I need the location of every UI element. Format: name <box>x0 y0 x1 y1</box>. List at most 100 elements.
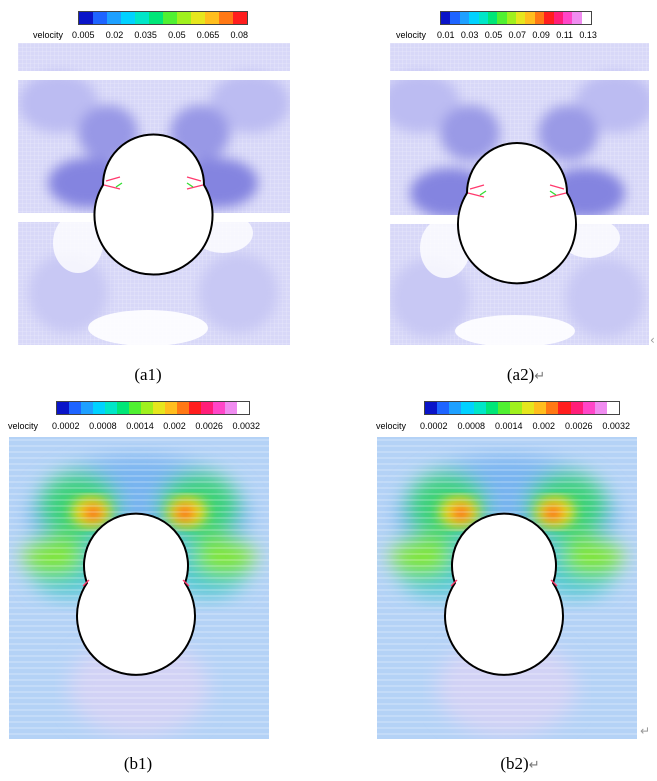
return-mark-b2: ↵ <box>528 758 540 773</box>
colorbar-swatch <box>437 402 450 414</box>
colorbar-b2-label: velocity <box>376 421 407 431</box>
colorbar-swatch <box>69 402 81 414</box>
colorbar-tick-label: 0.13 <box>579 30 597 40</box>
colorbar-swatch <box>449 402 462 414</box>
colorbar-swatch <box>522 402 535 414</box>
colorbar-swatch <box>516 12 526 24</box>
colorbar-swatch <box>219 12 233 24</box>
velocity-plot-a1 <box>18 43 290 345</box>
colorbar-a1-ticks: 0.005 0.02 0.035 0.05 0.065 0.08 <box>72 30 248 40</box>
colorbar-swatch <box>506 12 516 24</box>
colorbar-swatch <box>205 12 219 24</box>
bubble-outline-a1 <box>93 133 214 276</box>
colorbar-tick-label: 0.002 <box>163 421 186 431</box>
bubble-outline-b1 <box>76 512 196 676</box>
colorbar-swatch <box>572 12 582 24</box>
colorbar-tick-label: 0.0014 <box>494 421 523 431</box>
colorbar-swatch <box>105 402 117 414</box>
colorbar-swatch <box>478 12 488 24</box>
colorbar-swatch <box>225 402 237 414</box>
colorbar-tick-label: 0.09 <box>532 30 550 40</box>
colorbar-tick-label: 0.065 <box>196 30 220 40</box>
colorbar-b2-swatches <box>424 401 620 415</box>
colorbar-tick-label: 0.002 <box>532 421 555 431</box>
colorbar-swatch <box>562 12 573 24</box>
caption-a2-text: (a2) <box>506 365 535 384</box>
colorbar-tick-label: 0.03 <box>460 30 479 40</box>
colorbar-tick-label: 0.0002 <box>420 421 448 431</box>
colorbar-swatch <box>93 402 105 414</box>
colorbar-swatch <box>153 402 165 414</box>
vortex-markers-b2 <box>450 579 558 587</box>
velocity-plot-a2 <box>390 43 649 345</box>
colorbar-swatch <box>497 12 507 24</box>
colorbar-tick-label: 0.0002 <box>52 421 80 431</box>
colorbar-swatch <box>534 402 547 414</box>
colorbar-swatch <box>441 12 451 24</box>
colorbar-swatch <box>79 12 93 24</box>
colorbar-swatch <box>546 402 559 414</box>
colorbar-a2-swatches <box>440 11 592 25</box>
colorbar-swatch <box>558 402 571 414</box>
colorbar-swatch <box>534 12 545 24</box>
colorbar-a2-ticks: 0.01 0.03 0.05 0.07 0.09 0.11 0.13 <box>437 30 597 40</box>
colorbar-tick-label: 0.08 <box>230 30 248 40</box>
colorbar-swatch <box>594 402 607 414</box>
bubble-outline-a2 <box>457 142 577 285</box>
stray-mark-right-b: ↵ <box>640 724 651 738</box>
colorbar-tick-label: 0.01 <box>437 30 455 40</box>
caption-a2: (a2)↵ <box>496 365 556 385</box>
colorbar-b2-ticks: 0.0002 0.0008 0.0014 0.002 0.0026 0.0032 <box>420 421 630 431</box>
colorbar-tick-label: 0.02 <box>105 30 124 40</box>
colorbar-swatch <box>461 402 474 414</box>
colorbar-tick-label: 0.0014 <box>126 421 154 431</box>
colorbar-b1-swatches <box>56 401 250 415</box>
colorbar-swatch <box>544 12 554 24</box>
colorbar-swatch <box>121 12 135 24</box>
colorbar-swatch <box>93 12 107 24</box>
colorbar-swatch <box>570 402 583 414</box>
colorbar-swatch <box>237 402 249 414</box>
colorbar-swatch <box>485 402 498 414</box>
colorbar-swatch <box>117 402 129 414</box>
caption-a1: (a1) <box>128 365 168 385</box>
colorbar-a1-label: velocity <box>33 30 64 40</box>
velocity-plot-b1 <box>9 437 269 739</box>
colorbar-tick-label: 0.0008 <box>457 421 486 431</box>
colorbar-swatch <box>582 402 595 414</box>
colorbar-swatch <box>497 402 510 414</box>
colorbar-swatch <box>177 12 191 24</box>
colorbar-swatch <box>149 12 163 24</box>
colorbar-swatch <box>141 402 153 414</box>
colorbar-swatch <box>163 12 177 24</box>
colorbar-swatch <box>135 12 149 24</box>
colorbar-swatch <box>469 12 479 24</box>
colorbar-swatch <box>473 402 486 414</box>
bubble-outline-b2 <box>444 512 564 676</box>
colorbar-swatch <box>213 402 225 414</box>
velocity-plot-b2 <box>377 437 637 739</box>
colorbar-tick-label: 0.0032 <box>232 421 260 431</box>
return-mark-a2: ↵ <box>534 369 546 384</box>
colorbar-swatch <box>606 402 619 414</box>
colorbar-swatch <box>165 402 177 414</box>
colorbar-swatch <box>107 12 121 24</box>
colorbar-a2-label: velocity <box>396 30 427 40</box>
colorbar-swatch <box>191 12 205 24</box>
colorbar-tick-label: 0.0026 <box>195 421 223 431</box>
colorbar-tick-label: 0.0032 <box>602 421 630 431</box>
vortex-markers-a2 <box>467 184 567 198</box>
colorbar-swatch <box>487 12 498 24</box>
vortex-markers-b1 <box>82 579 190 587</box>
colorbar-b1-label: velocity <box>8 421 39 431</box>
colorbar-swatch <box>509 402 522 414</box>
caption-b2-text: (b2) <box>500 754 529 773</box>
stray-mark-right-a: ‹ <box>650 333 655 347</box>
colorbar-swatch <box>581 12 591 24</box>
colorbar-swatch <box>450 12 460 24</box>
caption-b1: (b1) <box>118 754 158 774</box>
colorbar-tick-label: 0.035 <box>134 30 157 40</box>
colorbar-swatch <box>201 402 213 414</box>
colorbar-swatch <box>459 12 470 24</box>
colorbar-swatch <box>189 402 201 414</box>
